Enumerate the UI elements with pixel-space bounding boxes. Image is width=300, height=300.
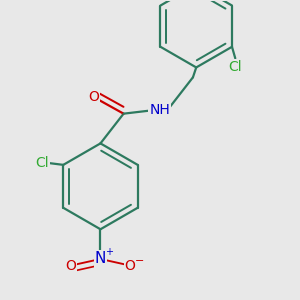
Text: Cl: Cl <box>35 156 49 170</box>
Text: N: N <box>95 251 106 266</box>
Text: Cl: Cl <box>229 60 242 74</box>
Text: O: O <box>88 90 99 104</box>
Text: +: + <box>105 247 113 257</box>
Text: −: − <box>134 256 144 266</box>
Text: O: O <box>125 259 136 273</box>
Text: O: O <box>65 259 76 273</box>
Text: NH: NH <box>149 103 170 117</box>
